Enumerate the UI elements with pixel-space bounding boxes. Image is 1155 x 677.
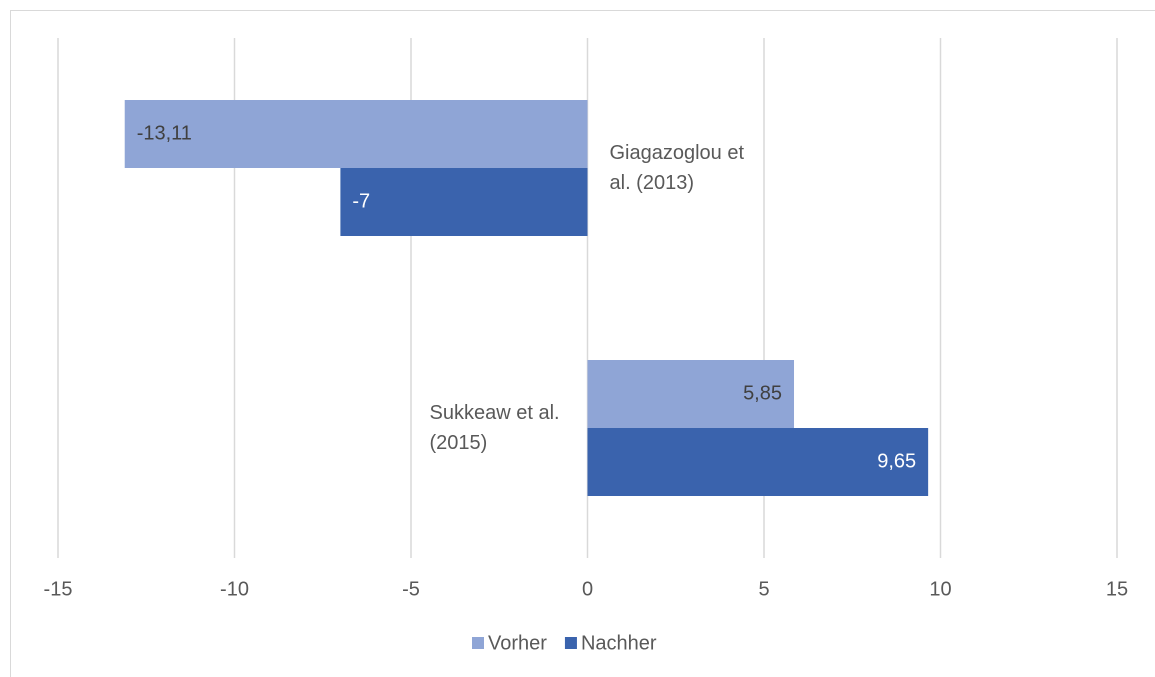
bar [340, 168, 588, 236]
category-label: Sukkeaw et al. (2015) [429, 402, 560, 454]
legend-swatch [472, 637, 484, 649]
bar [587, 428, 929, 496]
x-tick-label: -10 [220, 578, 249, 600]
x-tick-label: 10 [929, 578, 951, 600]
legend-label: Vorher [488, 632, 547, 654]
x-tick-label: 5 [758, 578, 769, 600]
data-label: 9,65 [877, 450, 916, 472]
legend-label: Nachher [581, 632, 657, 654]
bar [587, 360, 795, 428]
x-tick-label: -15 [44, 578, 73, 600]
x-tick-label: -5 [402, 578, 420, 600]
x-tick-label: 0 [582, 578, 593, 600]
data-label: -7 [352, 190, 370, 212]
x-tick-label: 15 [1106, 578, 1128, 600]
bar [124, 100, 588, 168]
legend-swatch [564, 637, 577, 649]
category-label: Giagazoglou et al. (2013) [609, 142, 745, 194]
chart-frame [10, 10, 1155, 677]
data-label: 5,85 [743, 382, 782, 404]
data-label: -13,11 [137, 122, 192, 144]
